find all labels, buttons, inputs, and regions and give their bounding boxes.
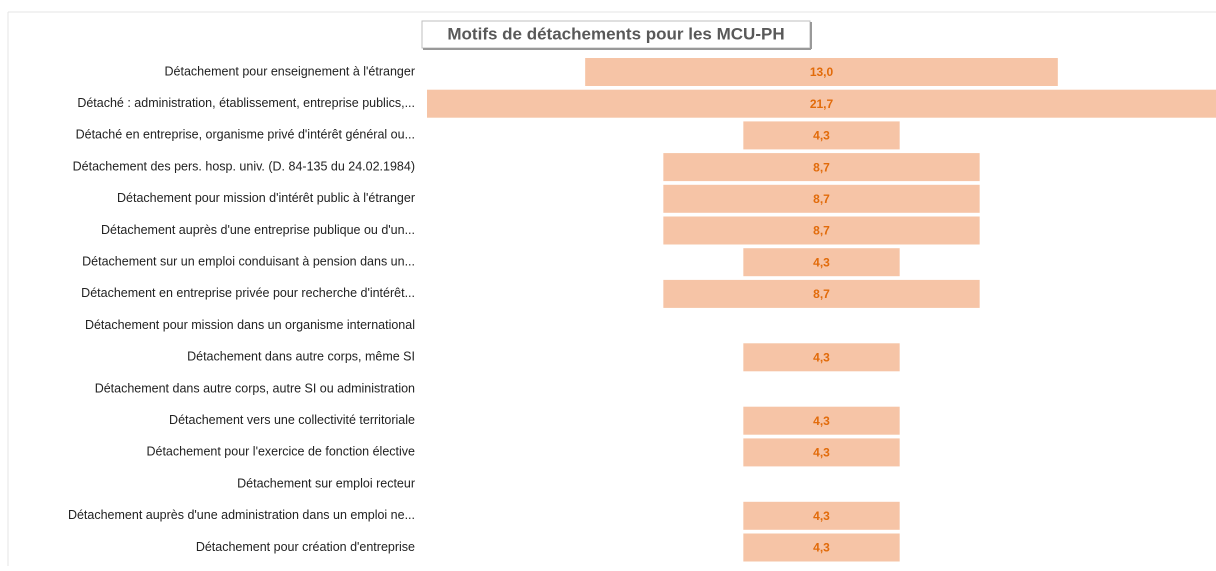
data-label: 4,3 [813, 446, 830, 460]
bar [743, 438, 900, 467]
data-label: 4,3 [813, 414, 830, 428]
bar [585, 58, 1058, 86]
data-label: 8,7 [813, 224, 830, 238]
category-label: Détachement sur emploi recteur [237, 476, 415, 490]
data-label: 8,7 [813, 287, 830, 301]
bar [743, 406, 900, 435]
category-label: Détaché en entreprise, organisme privé d… [76, 128, 415, 142]
category-label: Détachement des pers. hosp. univ. (D. 84… [73, 159, 415, 173]
data-label: 4,3 [813, 509, 830, 523]
category-label: Détachement dans autre corps, autre SI o… [95, 381, 415, 395]
category-label: Détachement pour création d'entreprise [196, 540, 415, 554]
bar [663, 279, 980, 308]
category-label: Détachement sur un emploi conduisant à p… [82, 254, 415, 268]
bar [663, 216, 980, 245]
data-label: 8,7 [813, 160, 830, 174]
bar [663, 153, 980, 182]
bar [663, 184, 980, 213]
category-label: Détachement pour enseignement à l'étrang… [165, 64, 415, 78]
category-label: Détachement auprès d'une administration … [68, 508, 415, 522]
bar [743, 248, 900, 277]
bar [743, 501, 900, 530]
data-label: 4,3 [813, 541, 830, 555]
data-label: 21,7 [810, 97, 834, 111]
chart-title: Motifs de détachements pour les MCU-PH [447, 24, 784, 43]
data-label: 8,7 [813, 192, 830, 206]
category-label: Détachement dans autre corps, même SI [187, 350, 415, 364]
data-label: 4,3 [813, 350, 830, 364]
data-label: 4,3 [813, 255, 830, 269]
bar [743, 343, 900, 372]
category-label: Détachement vers une collectivité territ… [169, 413, 415, 427]
category-label: Détaché : administration, établissement,… [77, 96, 415, 110]
category-label: Détachement pour l'exercice de fonction … [146, 445, 415, 459]
title-box [421, 20, 811, 49]
data-label: 4,3 [813, 129, 830, 143]
bar [743, 533, 900, 562]
category-label: Détachement pour mission d'intérêt publi… [117, 191, 415, 205]
data-label: 13,0 [810, 65, 834, 79]
bar [743, 121, 900, 150]
category-label: Détachement auprès d'une entreprise publ… [101, 223, 415, 237]
bar [427, 89, 1216, 118]
category-label: Détachement en entreprise privée pour re… [81, 286, 415, 300]
category-label: Détachement pour mission dans un organis… [85, 318, 415, 332]
